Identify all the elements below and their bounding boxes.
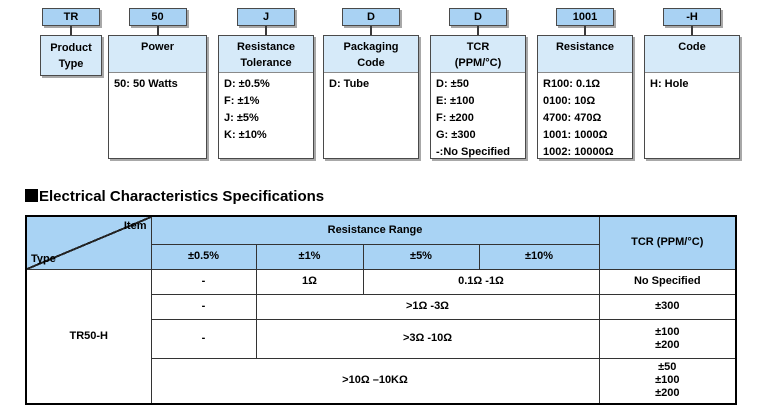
label-details: D: ±0.5% F: ±1% J: ±5% K: ±10% [224, 78, 270, 141]
label-title: Code [645, 36, 739, 73]
diagram-column-code: -H Code H: Hole [644, 8, 740, 168]
tolerance-header-1: ±1% [255, 243, 364, 270]
cell-r4-range: >10Ω –10KΩ [150, 357, 600, 405]
connector-line [584, 26, 586, 35]
label-title: TCR (PPM/°C) [431, 36, 525, 73]
tolerance-header-0p5: ±0.5% [150, 243, 257, 270]
resistance-range-header: Resistance Range [150, 215, 600, 245]
label-details: R100: 0.1Ω 0100: 10Ω 4700: 470Ω 1001: 10… [543, 78, 614, 158]
label-details: D: Tube [329, 78, 370, 90]
connector-line [156, 26, 159, 35]
cell-r4-tcr: ±50 ±100 ±200 [598, 357, 737, 405]
corner-type-label: Type [31, 252, 56, 265]
label-box-product-type: Product Type [40, 35, 102, 76]
type-value-cell: TR50-H [25, 268, 152, 405]
diagram-column-resistance: 1001 Resistance R100: 0.1Ω 0100: 10Ω 470… [537, 8, 633, 168]
code-box-resistance-tolerance: J [237, 8, 295, 26]
label-details: H: Hole [650, 78, 689, 90]
connector-line [70, 26, 72, 35]
code-box-power: 50 [128, 8, 187, 26]
table-row: - >3Ω -10Ω ±100 ±200 [26, 318, 737, 359]
label-box-resistance: Resistance R100: 0.1Ω 0100: 10Ω 4700: 47… [537, 35, 633, 159]
diagram-column-power: 50 Power 50: 50 Watts [108, 8, 207, 168]
cell-r3-range: >3Ω -10Ω [255, 318, 600, 359]
label-title: Power [109, 36, 206, 73]
part-number-diagram: TR Product Type 50 Power 50: 50 Watts J … [0, 0, 763, 170]
label-title: Product Type [41, 36, 101, 75]
cell-r3-tcr: ±100 ±200 [598, 318, 737, 359]
tolerance-header-10: ±10% [478, 243, 600, 270]
tolerance-header-5: ±5% [362, 243, 480, 270]
diagram-column-product-type: TR Product Type [40, 8, 102, 168]
cell-r1-tol1: 1Ω [255, 268, 364, 295]
connector-line [265, 26, 267, 35]
cell-r1-tcr: No Specified [598, 268, 737, 295]
label-box-packaging-code: Packaging Code D: Tube [323, 35, 419, 159]
label-details: D: ±50 E: ±100 F: ±200 G: ±300 -:No Spec… [436, 78, 510, 158]
diagram-column-tcr: D TCR (PPM/°C) D: ±50 E: ±100 F: ±200 G:… [430, 8, 526, 168]
table-row: TR50-H - 1Ω 0.1Ω -1Ω No Specified [25, 268, 737, 405]
connector-line [477, 26, 479, 35]
electrical-characteristics-table: Item Type Resistance Range TCR (PPM/°C) … [25, 215, 738, 405]
cell-r2-tol05: - [150, 293, 257, 320]
diagram-column-packaging-code: D Packaging Code D: Tube [323, 8, 419, 168]
cell-r1-tol05: - [150, 268, 257, 295]
corner-header-cell: Item Type [25, 215, 152, 270]
cell-r2-tcr: ±300 [598, 293, 737, 320]
label-title: Packaging Code [324, 36, 418, 73]
cell-r1-range: 0.1Ω -1Ω [362, 268, 600, 295]
section-bullet-icon [25, 189, 38, 202]
diagram-column-resistance-tolerance: J Resistance Tolerance D: ±0.5% F: ±1% J… [218, 8, 314, 168]
cell-r3-tol05: - [150, 318, 257, 359]
label-title: Resistance [538, 36, 632, 73]
code-box-packaging-code: D [342, 8, 400, 26]
table-row: >10Ω –10KΩ ±50 ±100 ±200 [26, 357, 737, 405]
code-box-product-type: TR [42, 8, 100, 26]
section-title-text: Electrical Characteristics Specification… [39, 188, 325, 205]
code-box-code: -H [663, 8, 721, 26]
label-box-code: Code H: Hole [644, 35, 740, 159]
label-title: Resistance Tolerance [219, 36, 313, 73]
label-box-power: Power 50: 50 Watts [108, 35, 207, 159]
code-box-resistance: 1001 [556, 8, 614, 26]
section-heading: Electrical Characteristics Specification… [25, 188, 324, 205]
connector-line [691, 26, 693, 35]
corner-item-label: Item [123, 220, 147, 232]
label-box-tcr: TCR (PPM/°C) D: ±50 E: ±100 F: ±200 G: ±… [430, 35, 526, 159]
connector-line [370, 26, 372, 35]
label-box-resistance-tolerance: Resistance Tolerance D: ±0.5% F: ±1% J: … [218, 35, 314, 159]
tcr-header: TCR (PPM/°C) [598, 215, 737, 270]
label-details: 50: 50 Watts [114, 78, 178, 90]
cell-r2-range: >1Ω -3Ω [255, 293, 600, 320]
code-box-tcr: D [449, 8, 507, 26]
